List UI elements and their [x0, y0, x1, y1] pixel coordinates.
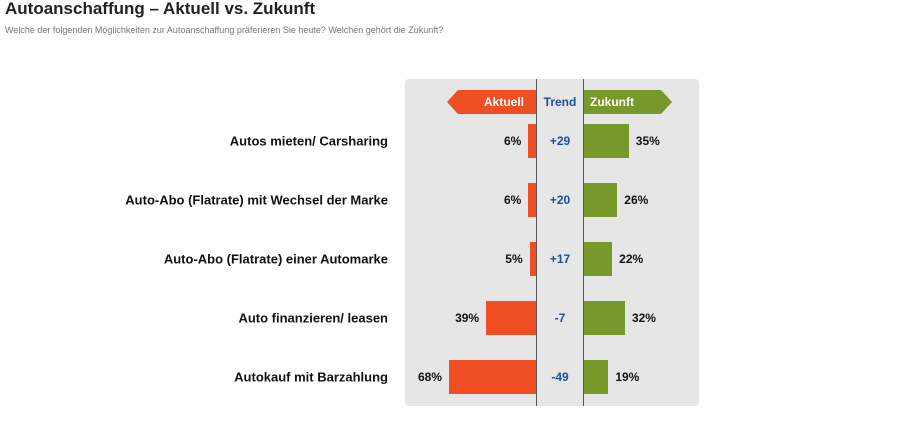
aktuell-bar: [448, 360, 536, 394]
trend-value: -49: [551, 370, 569, 384]
trend-divider-left: [536, 79, 537, 406]
zukunft-value-label: 35%: [635, 134, 660, 148]
aktuell-value-label: 6%: [503, 193, 522, 207]
chart-subtitle: Welche der folgenden Möglichkeiten zur A…: [5, 25, 444, 35]
zukunft-bar: [584, 301, 625, 335]
category-label: Auto-Abo (Flatrate) einer Automarke: [163, 251, 388, 267]
aktuell-value-label: 5%: [505, 252, 523, 266]
trend-value: +17: [549, 252, 571, 266]
trend-value: -7: [554, 311, 566, 325]
trend-value: +29: [549, 134, 571, 148]
zukunft-bar: [584, 242, 613, 276]
zukunft-bar: [584, 183, 618, 217]
zukunft-header-label: Zukunft: [590, 95, 634, 109]
aktuell-value-label: 68%: [417, 370, 442, 384]
chart-panel: [405, 79, 699, 406]
zukunft-value-label: 19%: [615, 370, 640, 384]
chart-title: Autoanschaffung – Aktuell vs. Zukunft: [5, 0, 316, 18]
trend-value: +20: [549, 193, 571, 207]
zukunft-bar: [584, 360, 609, 394]
aktuell-value-label: 39%: [455, 311, 480, 325]
aktuell-value-label: 6%: [503, 134, 522, 148]
trend-divider-right: [583, 79, 584, 406]
aktuell-header-arrow: [447, 90, 536, 114]
category-label: Auto-Abo (Flatrate) mit Wechsel der Mark…: [125, 192, 388, 208]
aktuell-bar: [528, 183, 536, 217]
zukunft-value-label: 26%: [624, 193, 649, 207]
aktuell-header-label: Aktuell: [484, 95, 525, 109]
category-label: Auto finanzieren/ leasen: [238, 310, 388, 326]
zukunft-header-arrow: [584, 90, 672, 114]
aktuell-bar: [529, 242, 536, 276]
aktuell-bar: [528, 124, 536, 158]
category-label: Autos mieten/ Carsharing: [229, 133, 388, 149]
zukunft-value-label: 22%: [619, 252, 644, 266]
zukunft-value-label: 32%: [631, 311, 656, 325]
category-label: Autokauf mit Barzahlung: [234, 369, 388, 385]
aktuell-bar: [486, 301, 536, 335]
trend-header-label: Trend: [543, 95, 577, 109]
zukunft-bar: [584, 124, 629, 158]
